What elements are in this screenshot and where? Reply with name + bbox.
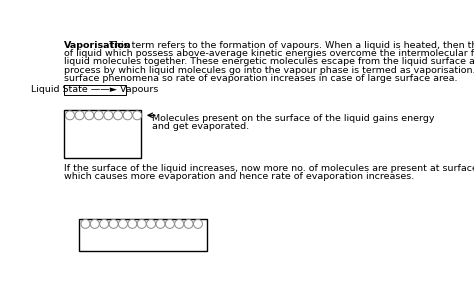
Circle shape (133, 111, 142, 120)
Circle shape (156, 219, 165, 228)
Circle shape (146, 219, 155, 228)
Circle shape (175, 219, 184, 228)
Text: process by which liquid molecules go into the vapour phase is termed as vaporisa: process by which liquid molecules go int… (64, 66, 474, 75)
Bar (80, 219, 207, 251)
Circle shape (94, 111, 103, 120)
Text: and get evaporated.: and get evaporated. (152, 122, 249, 131)
Circle shape (109, 219, 118, 228)
Circle shape (100, 219, 109, 228)
Circle shape (165, 219, 174, 228)
Circle shape (75, 111, 84, 120)
Text: of liquid which possess above-average kinetic energies overcome the intermolecul: of liquid which possess above-average ki… (64, 49, 474, 58)
Circle shape (113, 111, 122, 120)
Circle shape (193, 219, 202, 228)
Circle shape (81, 219, 90, 228)
Text: Molecules present on the surface of the liquid gains energy: Molecules present on the surface of the … (152, 114, 435, 123)
Circle shape (128, 219, 137, 228)
Circle shape (85, 111, 94, 120)
Text: surface phenomena so rate of evaporation increases in case of large surface area: surface phenomena so rate of evaporation… (64, 74, 457, 83)
Circle shape (118, 219, 128, 228)
Text: If the surface of the liquid increases, now more no. of molecules are present at: If the surface of the liquid increases, … (64, 164, 474, 173)
Text: liquid molecules together. These energetic molecules escape from the liquid surf: liquid molecules together. These energet… (64, 58, 474, 66)
Text: : This term refers to the formation of vapours. When a liquid is heated, then th: : This term refers to the formation of v… (100, 41, 474, 50)
Bar (64, 85, 126, 95)
Bar (64, 110, 141, 158)
Text: Vaporisation: Vaporisation (64, 41, 131, 50)
Circle shape (91, 219, 100, 228)
Circle shape (184, 219, 193, 228)
Circle shape (104, 111, 113, 120)
Circle shape (137, 219, 146, 228)
Text: which causes more evaporation and hence rate of evaporation increases.: which causes more evaporation and hence … (64, 172, 414, 181)
Text: Liquid State ——► Vapours: Liquid State ——► Vapours (31, 85, 159, 94)
Circle shape (65, 111, 74, 120)
Circle shape (123, 111, 132, 120)
